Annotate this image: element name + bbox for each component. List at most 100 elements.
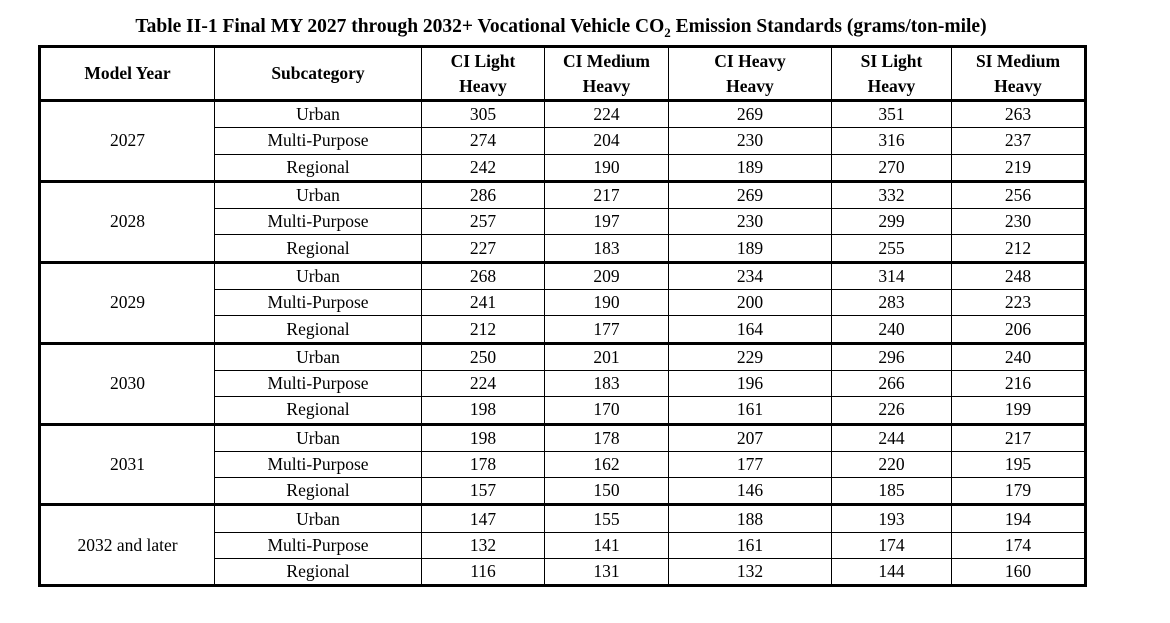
value-cell: 196 (668, 369, 832, 398)
value-cell: 177 (544, 315, 669, 344)
value-cell: 316 (831, 127, 952, 155)
emission-standards-table: Model Year Subcategory CI Light Heavy CI Me… (38, 45, 1087, 588)
table-row: Multi-Purpose 274 204 230 316 237 (40, 127, 1086, 155)
value-cell: 224 (421, 369, 545, 398)
value-cell: 237 (951, 127, 1086, 155)
header-row: Model Year Subcategory CI Light Heavy CI Me… (39, 46, 1086, 102)
value-cell: 234 (668, 260, 832, 291)
value-cell: 314 (831, 260, 952, 291)
subcategory-cell: Multi-Purpose (214, 450, 422, 479)
value-cell: 204 (544, 127, 669, 155)
subcategory-cell: Multi-Purpose (214, 208, 422, 236)
subcategory-cell: Urban (214, 179, 422, 210)
model-year-cell: 2032 and later (39, 503, 215, 587)
table-row: Regional 116 131 132 144 160 (40, 558, 1086, 587)
column-header-ci-heavy-heavy: CI Heavy Heavy (668, 46, 832, 102)
value-cell: 161 (668, 396, 832, 425)
value-cell: 201 (544, 341, 669, 371)
column-header-ci-medium-heavy: CI Medium Heavy (544, 46, 669, 102)
co2-subscript: 2 (664, 24, 671, 40)
column-header-subcategory: Subcategory (214, 46, 422, 102)
value-cell: 263 (951, 98, 1086, 129)
subcategory-cell: Urban (214, 98, 422, 129)
subcategory-cell: Regional (214, 234, 422, 263)
subcategory-cell: Urban (214, 260, 422, 291)
table-block: Table II-1 Final MY 2027 through 2032+ V… (38, 12, 1087, 588)
table-title: Table II-1 Final MY 2027 through 2032+ V… (38, 12, 1084, 42)
value-cell: 241 (421, 289, 545, 317)
value-cell: 268 (421, 260, 545, 291)
value-cell: 207 (668, 422, 832, 452)
value-cell: 170 (544, 396, 669, 425)
model-year-cell: 2030 (39, 341, 215, 425)
value-cell: 240 (831, 315, 952, 344)
table-row: Multi-Purpose 132 141 161 174 174 (40, 531, 1086, 560)
value-cell: 116 (421, 558, 545, 587)
value-cell: 269 (668, 98, 832, 129)
table-title-suffix: Emission Standards (grams/ton-mile) (670, 16, 987, 37)
value-cell: 199 (951, 396, 1086, 425)
table-row: Regional 227 183 189 255 212 (40, 234, 1086, 263)
value-cell: 200 (668, 289, 832, 317)
value-cell: 195 (951, 450, 1086, 479)
value-cell: 332 (831, 179, 952, 210)
value-cell: 230 (668, 208, 832, 236)
model-year-cell: 2027 (39, 99, 215, 182)
column-header-si-medium-heavy: SI Medium Heavy (951, 46, 1086, 102)
value-cell: 244 (831, 422, 952, 452)
value-cell: 188 (668, 503, 832, 533)
value-cell: 230 (668, 127, 832, 155)
value-cell: 141 (544, 531, 669, 560)
value-cell: 216 (951, 369, 1086, 398)
column-header-model-year: Model Year (39, 46, 215, 102)
value-cell: 217 (951, 422, 1086, 452)
model-year-cell: 2029 (39, 260, 215, 344)
subcategory-cell: Multi-Purpose (214, 369, 422, 398)
value-cell: 150 (544, 477, 669, 506)
value-cell: 206 (951, 315, 1086, 344)
value-cell: 296 (831, 341, 952, 371)
value-cell: 183 (544, 234, 669, 263)
value-cell: 257 (421, 208, 545, 236)
value-cell: 212 (951, 234, 1086, 263)
table-body: 2027 Urban 305 224 269 351 263 Multi-Purpose 274… (39, 98, 1086, 587)
value-cell: 161 (668, 531, 832, 560)
value-cell: 194 (951, 503, 1086, 533)
subcategory-cell: Multi-Purpose (214, 289, 422, 317)
value-cell: 146 (668, 477, 832, 506)
table-title-text: Table II-1 Final MY 2027 through 2032+ V… (135, 16, 665, 37)
value-cell: 132 (421, 531, 545, 560)
value-cell: 198 (421, 396, 545, 425)
subcategory-cell: Multi-Purpose (214, 127, 422, 155)
table-row: Multi-Purpose 241 190 200 283 223 (40, 289, 1086, 317)
value-cell: 183 (544, 369, 669, 398)
table-row: Regional 157 150 146 185 179 (40, 477, 1086, 506)
value-cell: 155 (544, 503, 669, 533)
value-cell: 197 (544, 208, 669, 236)
value-cell: 179 (951, 477, 1086, 506)
value-cell: 144 (831, 558, 952, 587)
table-row: Regional 212 177 164 240 206 (40, 315, 1086, 344)
value-cell: 226 (831, 396, 952, 425)
value-cell: 270 (831, 153, 952, 182)
value-cell: 212 (421, 315, 545, 344)
value-cell: 274 (421, 127, 545, 155)
value-cell: 185 (831, 477, 952, 506)
value-cell: 178 (421, 450, 545, 479)
value-cell: 242 (421, 153, 545, 182)
value-cell: 256 (951, 179, 1086, 210)
value-cell: 227 (421, 234, 545, 263)
subcategory-cell: Urban (214, 503, 422, 533)
table-row: 2028 Urban 286 217 269 332 256 (39, 179, 1086, 263)
value-cell: 132 (668, 558, 832, 587)
column-header-ci-light-heavy: CI Light Heavy (421, 46, 545, 102)
value-cell: 164 (668, 315, 832, 344)
value-cell: 255 (831, 234, 952, 263)
table-row: 2032 and later Urban 147 155 188 193 194 (39, 503, 1086, 587)
value-cell: 177 (668, 450, 832, 479)
table-row: Multi-Purpose 224 183 196 266 216 (40, 369, 1086, 398)
value-cell: 190 (544, 289, 669, 317)
subcategory-cell: Urban (214, 341, 422, 371)
value-cell: 229 (668, 341, 832, 371)
